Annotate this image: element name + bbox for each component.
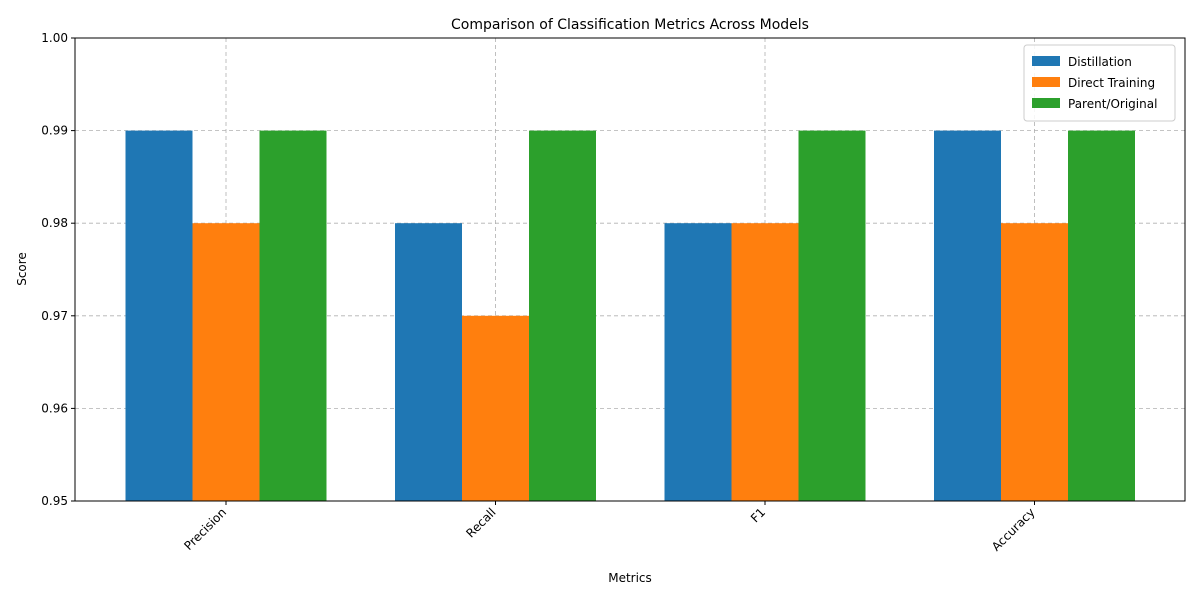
bar-direct-training-recall xyxy=(462,315,529,501)
y-tick-label: 0.95 xyxy=(41,494,68,508)
x-tick-label: Accuracy xyxy=(989,505,1038,554)
bar-distillation-precision xyxy=(125,130,193,501)
x-axis-label: Metrics xyxy=(608,571,652,585)
legend-swatch xyxy=(1032,77,1060,87)
bar-direct-training-precision xyxy=(192,223,260,501)
x-axis: Precision Recall F1 Accuracy xyxy=(181,501,1038,554)
x-tick-label: Recall xyxy=(463,505,498,540)
y-axis: 0.95 0.96 0.97 0.98 0.99 1.00 xyxy=(41,31,75,508)
bar-distillation-recall xyxy=(395,223,462,501)
y-tick-label: 0.99 xyxy=(41,124,68,138)
legend-swatch xyxy=(1032,98,1060,108)
legend-label: Parent/Original xyxy=(1068,97,1157,111)
legend-label: Distillation xyxy=(1068,55,1132,69)
bar-parent-original-f1 xyxy=(798,130,866,501)
chart-title: Comparison of Classification Metrics Acr… xyxy=(451,17,809,33)
legend: Distillation Direct Training Parent/Origin… xyxy=(1023,44,1176,122)
bar-direct-training-accuracy xyxy=(1001,223,1068,501)
y-tick-label: 1.00 xyxy=(41,31,68,45)
bar-parent-original-recall xyxy=(529,130,596,501)
plot-frame xyxy=(74,37,1186,502)
bar-parent-original-accuracy xyxy=(1068,130,1135,501)
legend-box xyxy=(1023,44,1176,122)
legend-swatch xyxy=(1032,56,1060,66)
bar-distillation-accuracy xyxy=(934,130,1001,501)
bar-distillation-f1 xyxy=(664,223,732,501)
y-tick-label: 0.98 xyxy=(41,216,68,230)
bar-direct-training-f1 xyxy=(731,223,799,501)
bars xyxy=(125,130,1135,501)
bar-parent-original-precision xyxy=(259,130,327,501)
y-tick-label: 0.97 xyxy=(41,309,68,323)
y-tick-label: 0.96 xyxy=(41,401,68,415)
y-axis-label: Score xyxy=(15,252,29,286)
x-tick-label: Precision xyxy=(181,505,229,553)
x-tick-label: F1 xyxy=(748,505,768,525)
legend-label: Direct Training xyxy=(1068,76,1155,90)
